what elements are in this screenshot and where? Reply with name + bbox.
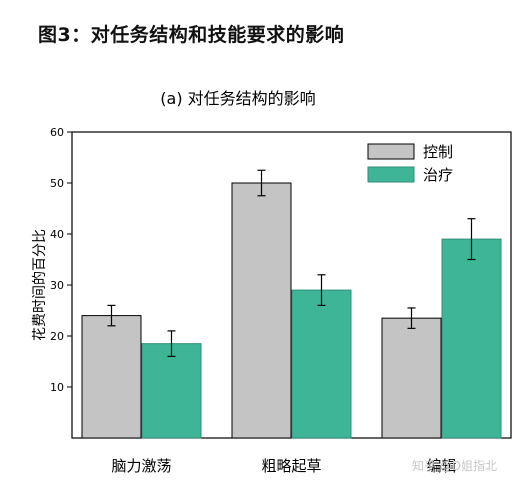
legend-label-control: 控制: [423, 143, 453, 161]
y-tick-label: 60: [50, 126, 64, 139]
x-tick-label: 编辑: [426, 457, 456, 475]
bar-treatment: [291, 289, 352, 439]
bar-control: [381, 317, 442, 439]
legend-label-treatment: 治疗: [423, 166, 453, 184]
bar-control: [231, 182, 292, 439]
x-tick-label: 粗略起草: [261, 457, 321, 475]
y-tick-label: 40: [50, 228, 64, 241]
bar-treatment: [141, 343, 202, 439]
y-tick-label: 20: [50, 330, 64, 343]
x-axis: 脑力激荡 粗略起草 编辑: [111, 457, 456, 475]
y-axis-label: 花费时间的百分比: [32, 229, 48, 341]
x-tick-label: 脑力激荡: [111, 457, 171, 475]
y-tick-label: 30: [50, 279, 64, 292]
bar-treatment: [441, 238, 502, 439]
figure-title: 图3：对任务结构和技能要求的影响: [38, 24, 345, 46]
chart-title: (a) 对任务结构的影响: [160, 89, 315, 108]
y-tick-label: 50: [50, 177, 64, 190]
y-axis: 10 20 30 40 50 60: [50, 126, 72, 394]
legend-swatch-treatment: [367, 166, 415, 183]
bars-group: [81, 169, 502, 439]
bar-control: [81, 315, 142, 439]
legend-swatch-control: [367, 143, 415, 160]
y-tick-label: 10: [50, 381, 64, 394]
watermark: 知乎 @D姐指北: [412, 459, 498, 473]
